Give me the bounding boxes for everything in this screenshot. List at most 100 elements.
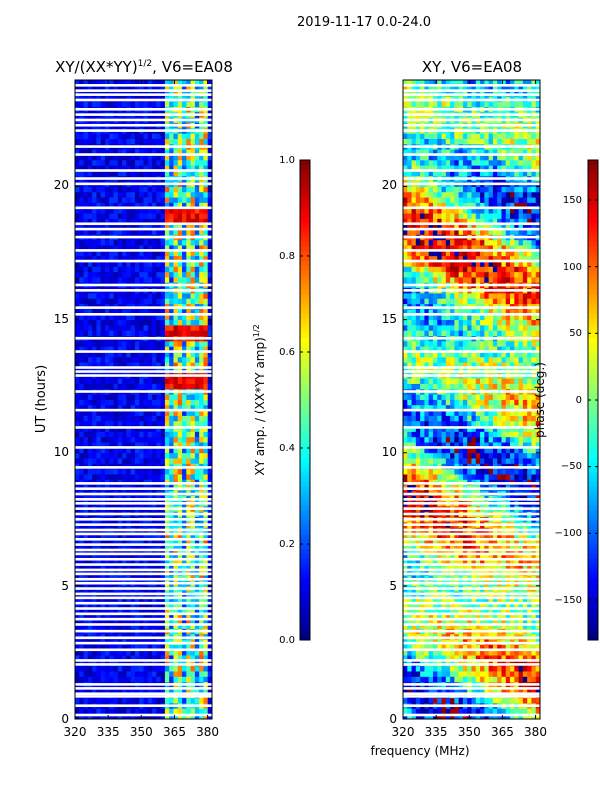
heatmap-cell	[122, 340, 127, 347]
heatmap-cell	[190, 713, 196, 720]
heatmap-cell	[173, 655, 179, 661]
heatmap-cell	[437, 607, 442, 613]
heatmap-cell	[177, 298, 183, 305]
heatmap-cell	[160, 314, 166, 321]
heatmap-cell	[488, 623, 494, 629]
heatmap-cell	[122, 452, 127, 459]
heatmap-cell	[441, 713, 447, 720]
heatmap-cell	[177, 229, 183, 235]
amplitude-y-axis-label: UT (hours)	[34, 365, 49, 433]
flagged-row	[75, 617, 212, 621]
heatmap-cell	[203, 548, 209, 555]
heatmap-cell	[134, 271, 140, 278]
heatmap-cell	[488, 644, 494, 651]
heatmap-cell	[113, 319, 119, 326]
colorbar-segment	[300, 510, 310, 516]
heatmap-cell	[160, 607, 166, 613]
heatmap-cell	[445, 708, 451, 715]
heatmap-cell	[160, 324, 166, 331]
heatmap-cell	[169, 458, 174, 464]
heatmap-cell	[75, 415, 80, 422]
heatmap-cell	[126, 665, 132, 672]
heatmap-cell	[190, 293, 196, 299]
heatmap-cell	[450, 697, 455, 704]
heatmap-cell	[92, 101, 97, 108]
heatmap-cell	[126, 356, 132, 363]
heatmap-cell	[139, 623, 144, 629]
heatmap-cell	[194, 601, 200, 608]
heatmap-cell	[117, 330, 123, 337]
heatmap-cell	[79, 596, 84, 603]
colorbar-segment	[300, 472, 310, 478]
heatmap-cell	[194, 245, 200, 251]
heatmap-cell	[100, 239, 106, 246]
heatmap-cell	[87, 159, 93, 166]
heatmap-cell	[203, 420, 209, 427]
heatmap-cell	[194, 213, 200, 219]
heatmap-cell	[164, 442, 170, 448]
colorbar-segment	[300, 193, 310, 199]
heatmap-cell	[96, 601, 102, 608]
heatmap-cell	[203, 324, 209, 331]
heatmap-cell	[113, 537, 119, 544]
heatmap-cell	[122, 170, 127, 177]
heatmap-cell	[199, 559, 204, 565]
heatmap-cell	[96, 644, 102, 651]
heatmap-cell	[437, 623, 442, 629]
heatmap-cell	[83, 607, 89, 613]
heatmap-cell	[186, 138, 191, 145]
heatmap-cell	[152, 356, 157, 363]
heatmap-cell	[169, 229, 174, 235]
heatmap-cell	[445, 564, 451, 571]
heatmap-cell	[113, 383, 119, 390]
heatmap-cell	[160, 601, 166, 608]
heatmap-cell	[164, 601, 170, 608]
heatmap-cell	[527, 671, 532, 677]
heatmap-cell	[143, 218, 149, 225]
heatmap-cell	[113, 202, 119, 209]
heatmap-cell	[190, 154, 196, 161]
heatmap-cell	[143, 447, 149, 454]
heatmap-cell	[139, 346, 144, 352]
heatmap-cell	[147, 548, 153, 555]
heatmap-cell	[104, 250, 110, 257]
heatmap-cell	[169, 676, 174, 683]
heatmap-cell	[134, 612, 140, 619]
heatmap-cell	[117, 713, 123, 720]
heatmap-cell	[207, 532, 213, 539]
heatmap-cell	[190, 213, 196, 219]
heatmap-cell	[113, 623, 119, 629]
heatmap-cell	[147, 383, 153, 390]
heatmap-cell	[186, 202, 191, 209]
heatmap-cell	[83, 250, 89, 257]
heatmap-cell	[203, 245, 209, 251]
heatmap-cell	[164, 223, 170, 230]
heatmap-cell	[480, 697, 485, 704]
heatmap-cell	[441, 623, 447, 629]
heatmap-cell	[467, 612, 472, 619]
heatmap-cell	[117, 537, 123, 544]
heatmap-cell	[130, 426, 136, 432]
heatmap-cell	[139, 548, 144, 555]
heatmap-cell	[182, 308, 187, 315]
heatmap-cell	[109, 676, 114, 683]
heatmap-cell	[96, 218, 102, 225]
heatmap-cell	[100, 154, 106, 161]
heatmap-cell	[199, 676, 204, 683]
heatmap-cell	[134, 452, 140, 459]
heatmap-cell	[505, 687, 511, 693]
heatmap-cell	[130, 665, 136, 672]
heatmap-cell	[203, 138, 209, 145]
heatmap-cell	[134, 356, 140, 363]
heatmap-cell	[194, 644, 200, 651]
heatmap-cell	[480, 665, 485, 672]
heatmap-cell	[173, 431, 179, 438]
heatmap-cell	[169, 665, 174, 672]
heatmap-cell	[186, 154, 191, 161]
heatmap-cell	[164, 133, 170, 139]
heatmap-cell	[87, 308, 93, 315]
colorbar-segment	[300, 582, 310, 588]
heatmap-cell	[190, 255, 196, 262]
heatmap-cell	[467, 708, 472, 715]
heatmap-cell	[522, 713, 528, 720]
